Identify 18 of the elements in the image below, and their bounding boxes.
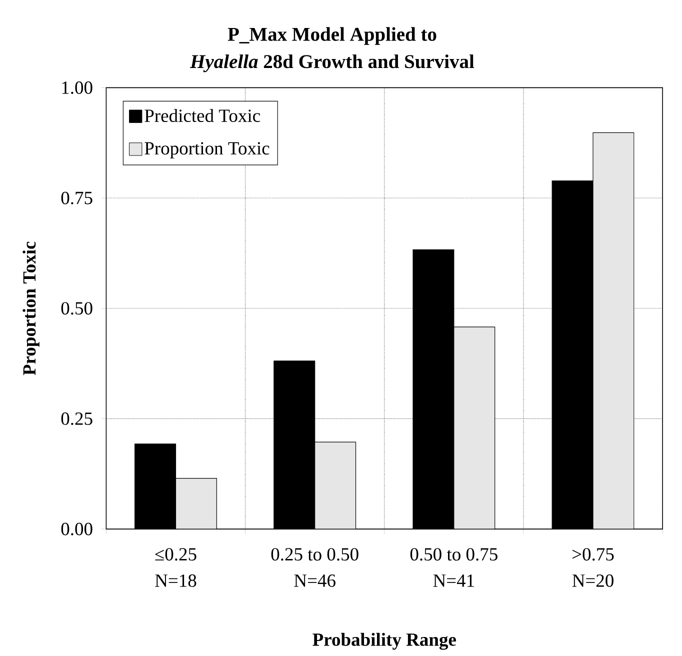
y-axis-title: Proportion Toxic [22, 242, 40, 376]
x-tick-label: >0.75 N=20 [572, 548, 614, 587]
legend-label: Predicted Toxic [144, 109, 260, 122]
x-tick-label: 0.50 to 0.75 N=41 [410, 548, 498, 587]
bar [592, 132, 634, 530]
y-tick-label: 0.50 [61, 302, 92, 315]
bar [454, 326, 496, 530]
bar [175, 478, 217, 530]
y-tick-label: 0.00 [61, 522, 92, 536]
x-tick-label: 0.25 to 0.50 N=46 [271, 548, 358, 587]
x-axis-title: Probability Range [312, 632, 456, 650]
y-tick-label: 0.75 [61, 192, 92, 204]
x-tick-label: ≤0.25 N=18 [155, 548, 196, 587]
legend-label: Proportion Toxic [144, 142, 270, 158]
bar [314, 442, 356, 530]
y-tick-label: 1.00 [62, 81, 92, 94]
y-tick-label: 0.25 [61, 412, 92, 426]
chart-title: P_Max Model Applied to Hyalella 28d Growth and Survival [190, 27, 474, 72]
